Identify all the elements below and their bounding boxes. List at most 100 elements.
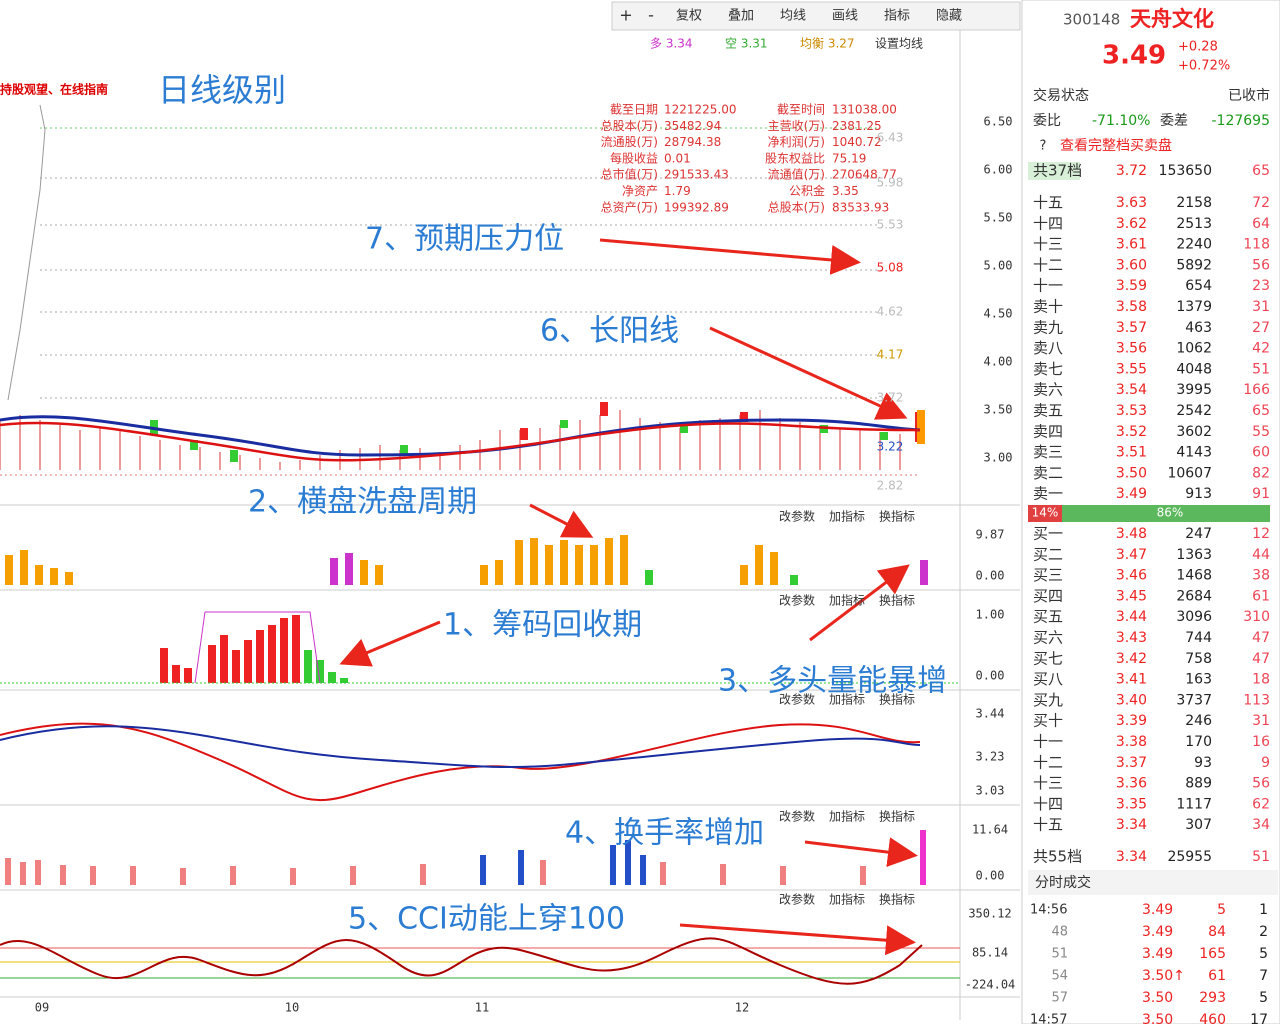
price-axis-label: 3.50 <box>984 403 1013 417</box>
panel-axis-label: 3.03 <box>976 784 1005 798</box>
info-label: 净资产 <box>622 184 658 198</box>
toolbar-button[interactable]: 隐藏 <box>936 9 962 24</box>
level-price: 3.60 <box>1116 257 1147 273</box>
level-count: 31 <box>1252 713 1270 729</box>
panel-axis-label: 3.44 <box>976 707 1005 721</box>
info-value: 1.79 <box>664 184 691 198</box>
panel-button[interactable]: 换指标 <box>879 892 915 907</box>
toolbar-button[interactable]: + <box>619 6 632 25</box>
panel-button[interactable]: 改参数 <box>779 509 815 524</box>
info-label: 净利润(万) <box>768 135 825 149</box>
panel-button[interactable]: 改参数 <box>779 892 815 907</box>
level-label: 买十 <box>1033 712 1063 730</box>
level-price: 3.61 <box>1116 237 1147 253</box>
status-value: 已收市 <box>1228 87 1270 104</box>
annotation: 2、横盘洗盘周期 <box>248 485 477 520</box>
level-volume: 5892 <box>1176 257 1212 273</box>
panel-button[interactable]: 换指标 <box>879 809 915 824</box>
price-level: 5.53 <box>877 218 904 232</box>
toolbar-button[interactable]: 均线 <box>780 9 806 24</box>
total-badge <box>1028 162 1080 180</box>
panel-axis-label: 350.12 <box>968 907 1011 921</box>
level-volume: 93 <box>1194 755 1212 771</box>
level-count: 44 <box>1252 547 1270 563</box>
level-price: 3.39 <box>1116 713 1147 729</box>
level-volume: 2684 <box>1176 588 1212 604</box>
panel-button[interactable]: 加指标 <box>829 509 865 524</box>
annotation: 3、多头量能暴增 <box>718 664 947 699</box>
panel-button[interactable]: 加指标 <box>829 692 865 707</box>
panel-button[interactable]: 换指标 <box>879 692 915 707</box>
level-price: 3.37 <box>1116 755 1147 771</box>
trade-volume: 460 <box>1199 1012 1226 1024</box>
toolbar-button[interactable]: 复权 <box>676 8 702 24</box>
panel-button[interactable]: 加指标 <box>829 892 865 907</box>
level-count: 12 <box>1252 526 1270 542</box>
level-label: 卖九 <box>1033 318 1063 336</box>
panel-button[interactable]: 加指标 <box>829 593 865 608</box>
annotation: 4、换手率增加 <box>565 816 764 851</box>
trade-time: 54 <box>1051 969 1068 984</box>
panel-button[interactable]: 换指标 <box>879 509 915 524</box>
trade-price: 3.50↑ <box>1142 968 1185 984</box>
level-count: 47 <box>1252 630 1270 646</box>
chart-area <box>0 0 1022 1024</box>
order-book-link[interactable]: 查看完整档买卖盘 <box>1060 137 1172 154</box>
level-count: 34 <box>1252 817 1270 833</box>
help[interactable]: ? <box>1040 139 1047 154</box>
panel-button[interactable]: 换指标 <box>879 593 915 608</box>
toolbar-button[interactable]: - <box>648 6 654 25</box>
ratio-bar-sell <box>1028 505 1062 522</box>
level-label: 卖一 <box>1033 485 1063 503</box>
price-axis-label: 6.50 <box>984 115 1013 129</box>
level-volume: 170 <box>1185 734 1212 750</box>
level-price: 3.34 <box>1116 817 1147 833</box>
annotation: 6、长阳线 <box>540 314 679 349</box>
ma-legend: 均衡 3.27 <box>800 37 855 51</box>
turnover-bars <box>5 830 926 885</box>
level-count: 18 <box>1252 672 1270 688</box>
date-label: 10 <box>285 1001 299 1015</box>
level-label: 十二 <box>1033 256 1063 274</box>
level-volume: 758 <box>1185 651 1212 667</box>
level-label: 买七 <box>1033 649 1063 667</box>
level-label: 十四 <box>1033 214 1063 232</box>
decor-line <box>7 104 46 401</box>
date-label: 12 <box>735 1001 749 1015</box>
diff-label: 委差 <box>1160 113 1188 129</box>
trades-title: 分时成交 <box>1035 874 1091 891</box>
level-count: 166 <box>1243 382 1270 398</box>
panel-button[interactable]: 改参数 <box>779 809 815 824</box>
level-label: 买九 <box>1033 691 1063 709</box>
trade-price: 3.49 <box>1142 924 1173 940</box>
level-price: 3.41 <box>1116 672 1147 688</box>
panel-button[interactable]: 改参数 <box>779 593 815 608</box>
level-count: 9 <box>1261 755 1270 771</box>
trade-time: 57 <box>1051 991 1068 1006</box>
trade-count: 7 <box>1259 968 1268 984</box>
trade-volume: 5 <box>1217 902 1226 918</box>
panel-button[interactable]: 加指标 <box>829 809 865 824</box>
level-count: 55 <box>1252 424 1270 440</box>
toolbar-button[interactable]: 画线 <box>832 9 858 24</box>
level-count: 31 <box>1252 299 1270 315</box>
date-label: 11 <box>475 1001 489 1015</box>
change: +0.28 <box>1178 40 1218 55</box>
ma-legend: 设置均线 <box>875 37 923 51</box>
panel-axis-label: 0.00 <box>976 669 1005 683</box>
panel-button[interactable]: 改参数 <box>779 692 815 707</box>
level-volume: 3737 <box>1176 692 1212 708</box>
info-label: 公积金 <box>789 183 825 198</box>
last-price: 3.49 <box>1102 41 1166 71</box>
price-axis-label: 6.00 <box>984 163 1013 177</box>
level-label: 共37档 <box>1033 162 1082 180</box>
level-count: 56 <box>1252 776 1270 792</box>
cci <box>0 937 960 985</box>
toolbar-button[interactable]: 指标 <box>884 9 910 24</box>
trade-volume: 84 <box>1208 924 1226 940</box>
level-volume: 1363 <box>1176 547 1212 563</box>
change-pct: +0.72% <box>1178 59 1230 74</box>
toolbar-button[interactable]: 叠加 <box>728 9 754 24</box>
info-value: 28794.38 <box>664 135 721 149</box>
level-volume: 10607 <box>1167 465 1212 481</box>
